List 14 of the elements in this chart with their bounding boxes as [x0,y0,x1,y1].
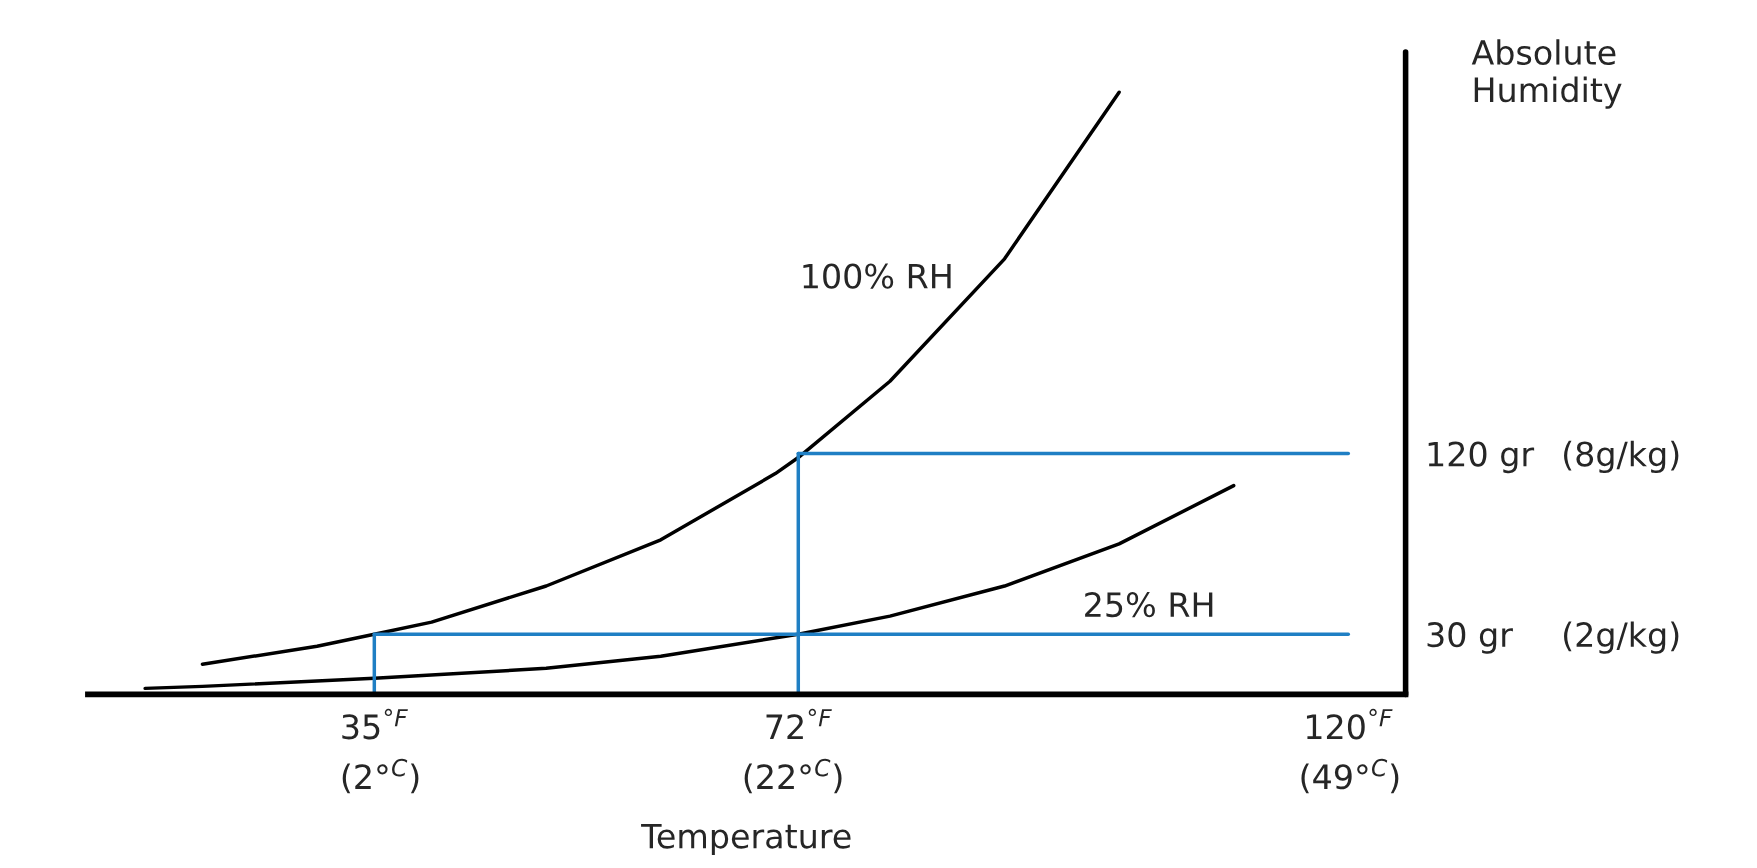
x2-tick-label: (49°$^{C}$) [1301,758,1399,794]
x-tick-label: 35$^{°F}$ [342,708,408,740]
x-tick-label: 72$^{°F}$ [766,708,832,739]
x-axis-title: Temperature [641,823,851,856]
y-tick-label: 120 gr [1428,441,1535,474]
x-tick-label: 120$^{°F}$ [1306,708,1393,740]
x2-tick-label: (22°$^{C}$) [744,758,842,794]
y2-tick-label: (8g/kg) [1564,440,1679,474]
annotation: 25% RH [1085,592,1213,618]
y-tick-label: 30 gr [1427,622,1513,654]
x2-tick-label: (2°$^{C}$) [342,758,419,794]
annotation: 100% RH [803,263,951,289]
y-axis-title: Absolute Humidity [1471,39,1622,109]
y2-tick-label: (2g/kg) [1564,621,1679,654]
